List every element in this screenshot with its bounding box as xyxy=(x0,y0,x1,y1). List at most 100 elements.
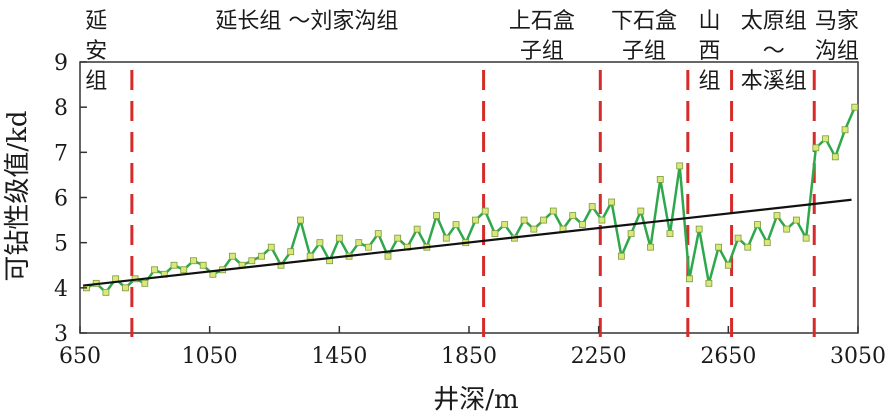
y-tick-label: 3 xyxy=(54,322,68,347)
data-point xyxy=(355,239,363,247)
x-tick-label: 650 xyxy=(59,344,101,369)
formation-label-line: 马家 xyxy=(815,9,859,34)
data-point xyxy=(744,243,752,251)
x-tick-label: 2650 xyxy=(700,344,756,369)
data-point xyxy=(637,207,645,215)
data-point xyxy=(695,225,703,233)
trend-series xyxy=(83,198,852,287)
data-point xyxy=(472,216,479,224)
data-point xyxy=(656,176,664,183)
data-point xyxy=(520,216,528,224)
data-series xyxy=(83,103,859,296)
x-tick-label: 1050 xyxy=(182,344,238,369)
data-point xyxy=(121,284,129,292)
x-tick-label: 1850 xyxy=(441,344,497,369)
data-point xyxy=(297,216,304,224)
data-point xyxy=(141,279,149,287)
data-point xyxy=(481,207,489,215)
data-point xyxy=(822,135,829,143)
formation-boundaries xyxy=(130,70,816,337)
formation-label-line: 沟组 xyxy=(815,39,859,64)
data-point xyxy=(851,103,859,111)
data-point xyxy=(705,279,713,287)
formation-label-line: 延长组 ～刘家沟组 xyxy=(215,9,398,34)
formation-label-line: 下石盒 xyxy=(611,9,677,34)
axes: 650 1050 1450 1850 2250 2650 3050 3 4 5 6 7 8 9 xyxy=(54,51,886,369)
data-point xyxy=(170,261,178,269)
data-point xyxy=(287,248,295,256)
formation-label-line: 山 xyxy=(699,9,721,34)
y-tick-label: 4 xyxy=(54,277,68,302)
data-point xyxy=(248,257,256,265)
data-point xyxy=(783,225,791,233)
data-point xyxy=(831,153,839,161)
plot-area xyxy=(79,61,859,334)
data-point xyxy=(598,216,606,224)
data-point xyxy=(102,288,110,296)
formation-label: 延长组 ～刘家沟组 xyxy=(215,9,398,34)
data-point xyxy=(442,234,450,242)
formation-label: 太原组 ～ 本溪组 xyxy=(741,9,807,94)
data-point xyxy=(579,221,586,229)
formation-label-line: 太原组 xyxy=(741,9,807,34)
data-point xyxy=(151,266,158,274)
data-point xyxy=(802,234,810,242)
formation-label: 延安组 xyxy=(85,9,107,94)
x-tick-label: 3050 xyxy=(830,344,886,369)
formation-label-line: 延 xyxy=(85,9,107,34)
y-tick-label: 6 xyxy=(54,187,68,212)
data-point xyxy=(277,261,285,269)
trend-line xyxy=(83,198,852,287)
data-point xyxy=(394,234,402,242)
y-axis-label: 可钻性级值/kd xyxy=(3,110,33,281)
data-point xyxy=(190,257,197,265)
data-point xyxy=(754,221,761,229)
data-point xyxy=(812,144,820,152)
data-point xyxy=(647,243,654,251)
formation-label-line: 西 xyxy=(699,39,721,64)
x-tick-label: 2250 xyxy=(571,344,627,369)
formation-label-line: 安 xyxy=(85,39,107,64)
formation-label-line: 子组 xyxy=(622,39,666,64)
data-point xyxy=(433,212,440,219)
data-point xyxy=(676,162,684,170)
data-point xyxy=(724,261,732,269)
formation-label-line: 子组 xyxy=(520,39,564,64)
data-point xyxy=(549,207,557,215)
data-point xyxy=(715,243,723,251)
formation-label-line: 组 xyxy=(85,69,107,94)
y-tick-label: 8 xyxy=(54,96,68,121)
x-axis-label: 井深/m xyxy=(433,385,518,415)
data-point xyxy=(530,225,538,233)
data-point xyxy=(734,234,742,242)
data-point xyxy=(608,198,616,206)
formation-label-line: 上石盒 xyxy=(509,9,575,34)
data-point xyxy=(374,230,382,238)
formation-label-line: 组 xyxy=(699,69,721,94)
data-point xyxy=(452,221,460,229)
data-point xyxy=(666,230,674,238)
data-point xyxy=(199,261,207,269)
y-tick-label: 7 xyxy=(54,141,68,166)
y-tick-label: 9 xyxy=(54,51,68,76)
data-point xyxy=(180,266,188,274)
data-point xyxy=(569,212,577,219)
data-point xyxy=(540,216,547,224)
data-point xyxy=(491,230,499,238)
formation-label: 山西组 xyxy=(699,9,721,94)
data-point xyxy=(793,216,800,224)
data-point xyxy=(258,252,265,260)
data-point xyxy=(384,252,392,260)
data-point xyxy=(228,252,236,260)
data-point xyxy=(306,252,314,260)
data-point xyxy=(627,230,635,238)
data-point xyxy=(588,203,596,210)
data-point xyxy=(686,275,693,283)
data-point xyxy=(316,239,324,247)
data-point xyxy=(501,221,509,229)
data-point xyxy=(267,243,275,251)
